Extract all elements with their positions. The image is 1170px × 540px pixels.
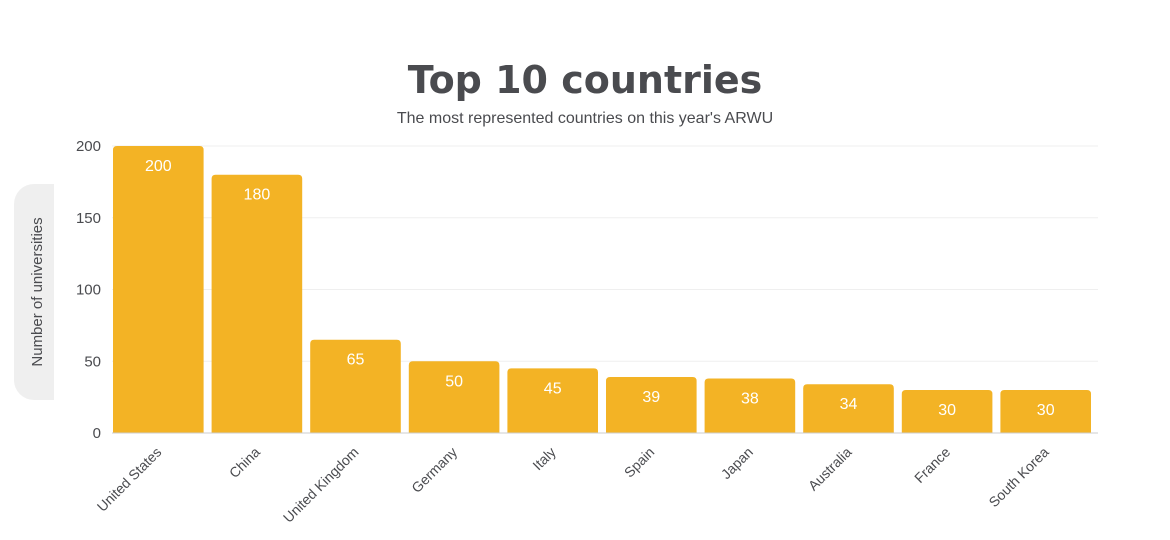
data-label: 30 bbox=[938, 402, 956, 419]
category-label: South Korea bbox=[985, 444, 1052, 511]
data-label: 38 bbox=[741, 390, 759, 407]
category-label: Spain bbox=[621, 444, 658, 481]
data-label: 180 bbox=[244, 187, 271, 204]
bar bbox=[113, 146, 204, 433]
y-tick-label: 150 bbox=[76, 210, 101, 227]
category-labels: United States China United Kingdom Germany I… bbox=[94, 444, 1052, 526]
y-tick-label: 0 bbox=[93, 425, 101, 442]
data-label: 34 bbox=[840, 396, 858, 413]
bar bbox=[211, 174, 303, 433]
data-label: 30 bbox=[1037, 402, 1055, 419]
bar bbox=[606, 377, 697, 433]
category-label: Japan bbox=[718, 444, 756, 482]
category-label: France bbox=[911, 444, 953, 486]
bars bbox=[113, 146, 1091, 433]
y-tick-label: 50 bbox=[84, 353, 101, 370]
category-label: China bbox=[226, 444, 263, 481]
category-label: Australia bbox=[805, 444, 855, 494]
y-tick-label: 100 bbox=[76, 282, 101, 299]
data-label: 200 bbox=[145, 158, 172, 175]
y-axis-label-mask bbox=[54, 180, 80, 404]
bar bbox=[1000, 389, 1091, 433]
bar bbox=[310, 339, 401, 433]
category-label: United Kingdom bbox=[280, 444, 362, 526]
data-labels: 200 180 65 50 45 39 38 34 30 30 bbox=[145, 158, 1055, 419]
data-label: 39 bbox=[642, 389, 660, 406]
bar bbox=[901, 389, 993, 433]
y-axis-ticks: 0 50 100 150 200 bbox=[76, 138, 101, 442]
data-label: 50 bbox=[445, 373, 463, 390]
category-label: Italy bbox=[529, 444, 558, 473]
bar bbox=[408, 361, 500, 433]
chart-subtitle: The most represented countries on this y… bbox=[397, 110, 773, 127]
bar bbox=[704, 378, 796, 433]
category-label: Germany bbox=[408, 444, 460, 496]
y-tick-label: 200 bbox=[76, 138, 101, 155]
chart-title: Top 10 countries bbox=[408, 58, 763, 102]
bar bbox=[507, 368, 598, 433]
data-label: 45 bbox=[544, 380, 562, 397]
y-axis-label: Number of universities bbox=[29, 217, 46, 366]
bar bbox=[803, 384, 894, 433]
category-label: United States bbox=[94, 444, 165, 515]
data-label: 65 bbox=[347, 352, 365, 369]
